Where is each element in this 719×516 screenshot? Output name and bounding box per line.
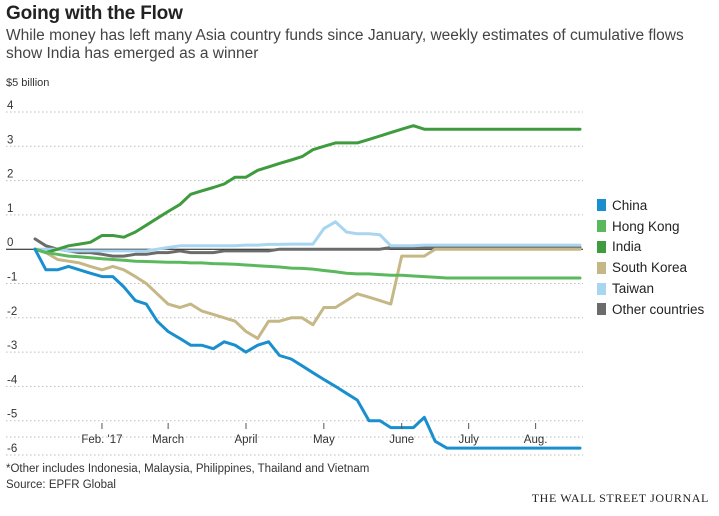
legend-swatch (597, 303, 606, 316)
y-tick-label: -2 (7, 306, 17, 318)
legend-swatch (597, 261, 606, 274)
chart-subtitle: While money has left many Asia country f… (6, 27, 684, 62)
legend-label: Other countries (612, 301, 705, 317)
y-tick-label: 2 (7, 169, 13, 181)
footnote-other-countries: *Other includes Indonesia, Malaysia, Phi… (6, 463, 370, 475)
grid-lines (6, 111, 583, 456)
y-tick-label: 0 (7, 237, 13, 249)
legend-label: China (612, 197, 648, 213)
x-tick-label: April (234, 434, 257, 446)
legend-item-india: India (597, 237, 704, 258)
publisher-brand: THE WALL STREET JOURNAL (531, 491, 709, 505)
x-tick-label: Aug. (524, 434, 548, 446)
legend-item-other-countries: Other countries (597, 299, 704, 320)
y-tick-label: 3 (7, 134, 13, 146)
legend-item-china: China (597, 195, 704, 216)
source-note: Source: EPFR Global (6, 479, 116, 491)
footnote: *Other includes Indonesia, Malaysia, Phi… (6, 461, 369, 493)
series-line-taiwan (33, 220, 582, 253)
axis-labels: 4 3 2 1 0 -1 -2 -3 -4 -5 -6 Feb. '17 March April May Ju… (6, 100, 583, 455)
legend-swatch (597, 220, 606, 233)
y-tick-label: -3 (7, 340, 17, 352)
series-line-south-korea (33, 247, 582, 340)
y-tick-label: -6 (7, 443, 17, 455)
series-line-china (33, 247, 582, 450)
x-tick-label: March (152, 434, 184, 446)
legend-label: Hong Kong (612, 218, 680, 234)
legend-label: India (612, 239, 642, 255)
legend-swatch (597, 282, 606, 295)
legend-swatch (597, 240, 606, 253)
chart-title: Going with the Flow (6, 3, 183, 24)
y-unit-label: $5 billion (6, 77, 50, 89)
x-tick-label: July (458, 434, 479, 446)
x-tick-label: Feb. '17 (81, 434, 122, 446)
y-tick-label: 1 (7, 203, 13, 215)
x-tick-label: May (313, 434, 335, 446)
legend-item-south-korea: South Korea (597, 257, 704, 278)
series-lines (33, 124, 582, 450)
y-tick-label: -4 (7, 374, 18, 386)
series-line-india (33, 124, 582, 255)
y-tick-label: -1 (7, 272, 17, 284)
y-tick-label: -5 (7, 409, 17, 421)
legend-swatch (597, 199, 606, 212)
legend-label: Taiwan (612, 281, 655, 297)
y-tick-label: 4 (7, 100, 14, 112)
legend-item-taiwan: Taiwan (597, 278, 704, 299)
x-tick-label: June (389, 434, 414, 446)
chart-legend: China Hong Kong India South Korea Taiwan Othe… (597, 195, 704, 320)
series-line-other-countries (33, 237, 582, 258)
legend-item-hong-kong: Hong Kong (597, 216, 704, 237)
series-line-hong-kong (33, 247, 582, 280)
legend-label: South Korea (612, 260, 688, 276)
